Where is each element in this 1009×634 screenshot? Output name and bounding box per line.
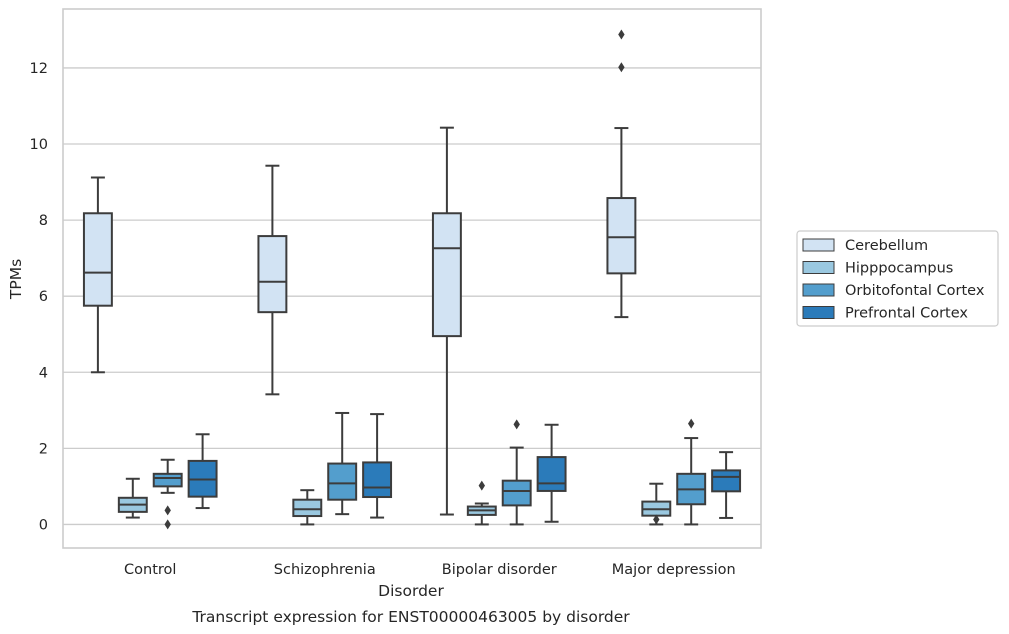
x-tick-label: Major depression (612, 562, 736, 578)
legend-swatch (802, 306, 835, 319)
legend-entry: Prefrontal Cortex (845, 306, 968, 322)
box-1-1 (292, 489, 323, 526)
outlier-point (164, 519, 171, 530)
legend: Cerebellum Hipppocampus Orbitofontal Corte… (796, 230, 999, 327)
box-0-1 (257, 164, 288, 396)
box-2-3 (676, 418, 707, 526)
box-3-3 (711, 451, 742, 519)
outlier-point (513, 419, 520, 430)
outlier-point (618, 62, 625, 73)
box-1-2 (466, 480, 497, 526)
y-tick-label: 10 (30, 137, 48, 153)
box-2-1 (327, 411, 358, 516)
box-body (152, 472, 183, 488)
y-axis-label: TPMs (7, 259, 25, 300)
box-body (257, 235, 288, 314)
legend-frame (796, 230, 999, 327)
legend-entry: Cerebellum (845, 238, 928, 254)
box-plots (82, 29, 742, 530)
legend-swatch (802, 283, 835, 297)
x-tick-label: Schizophrenia (274, 562, 376, 578)
box-0-0 (82, 176, 113, 374)
legend-entry: Orbitofontal Cortex (845, 283, 985, 299)
legend-swatch (802, 261, 835, 274)
y-axis-ticks: 0 2 4 6 8 10 12 (30, 61, 48, 533)
x-tick-label: Bipolar disorder (442, 562, 557, 578)
grid-lines (63, 67, 761, 526)
box-body (711, 469, 742, 493)
outlier-point (688, 418, 695, 429)
box-body (82, 212, 113, 307)
box-3-0 (187, 433, 218, 510)
x-tick-label: Control (124, 562, 176, 578)
box-1-3 (641, 482, 672, 526)
y-tick-label: 12 (30, 61, 48, 77)
legend-swatch (802, 238, 835, 252)
y-tick-label: 2 (39, 441, 48, 457)
y-tick-label: 8 (39, 213, 48, 229)
outlier-point (478, 480, 485, 491)
box-3-2 (536, 423, 567, 523)
box-body (292, 498, 323, 518)
y-tick-label: 6 (39, 289, 48, 305)
legend-entry: Hipppocampus (845, 261, 953, 277)
box-0-3 (606, 29, 637, 319)
outlier-point (653, 514, 660, 525)
outlier-point (164, 505, 171, 516)
box-2-2 (501, 419, 532, 526)
chart-caption: Transcript expression for ENST0000046300… (191, 608, 630, 626)
box-0-2 (431, 126, 462, 516)
box-3-1 (362, 413, 393, 519)
y-tick-label: 0 (39, 517, 48, 533)
box-body (431, 212, 462, 338)
plot-frame (62, 8, 762, 549)
box-body (362, 461, 393, 499)
x-axis-ticks: Control Schizophrenia Bipolar disorder Majo… (124, 562, 736, 578)
outlier-point (618, 29, 625, 40)
box-2-0 (152, 458, 183, 530)
box-body (536, 456, 567, 492)
box-body (606, 197, 637, 275)
box-body (327, 462, 358, 501)
x-axis-label: Disorder (378, 582, 444, 600)
box-1-0 (117, 477, 148, 519)
y-tick-label: 4 (39, 365, 48, 381)
box-body (501, 479, 532, 507)
